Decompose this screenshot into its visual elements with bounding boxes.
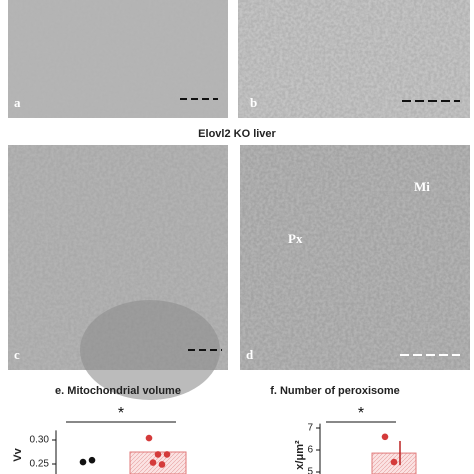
y-axis-label: x/μm² (294, 440, 306, 470)
y-tick-label: 0.25 (30, 459, 50, 470)
significance: * (358, 405, 364, 422)
y-tick-label: 7 (307, 423, 313, 434)
data-point (163, 451, 171, 458)
data-point (390, 458, 398, 466)
panel-label: d (246, 347, 254, 362)
micrograph-c: c (8, 145, 228, 400)
micrograph-a: a (8, 0, 228, 118)
y-axis-label: Vv (12, 447, 24, 461)
annotation: Px (288, 231, 303, 246)
section-title: Elovl2 KO liver (198, 128, 276, 140)
panel-label: a (14, 95, 21, 110)
annotation: Mi (414, 179, 430, 194)
data-point (154, 451, 162, 458)
y-tick-label: 6 (307, 445, 313, 456)
micrograph-b: b (238, 0, 470, 118)
significance: * (118, 405, 124, 422)
data-point (149, 459, 157, 466)
data-point (88, 456, 96, 464)
chart-title: e. Mitochondrial volume (55, 385, 181, 397)
data-point (145, 434, 153, 442)
chart-title: f. Number of peroxisome (270, 385, 400, 397)
data-point (381, 433, 389, 441)
y-tick-label: 5 (307, 467, 313, 474)
y-tick-label: 0.30 (30, 435, 50, 446)
panel-label: b (250, 95, 257, 110)
data-point (79, 458, 87, 466)
micrograph-d: d Px Mi (240, 145, 470, 370)
panel-label: c (14, 347, 20, 362)
data-point (158, 461, 166, 468)
